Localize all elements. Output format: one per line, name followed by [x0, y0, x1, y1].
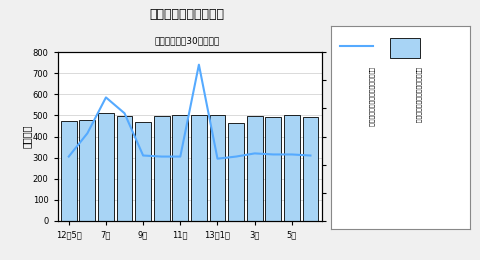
Text: 賃金と労働時間の推移: 賃金と労働時間の推移 [150, 8, 225, 21]
Text: 常用労働者１人平均総実労働時間数: 常用労働者１人平均総実労働時間数 [367, 67, 373, 127]
Bar [98, 113, 114, 221]
Bar [228, 124, 244, 221]
Bar [80, 120, 95, 221]
Bar [154, 116, 169, 221]
Bar [135, 122, 151, 221]
Bar [172, 115, 188, 221]
Bar [61, 121, 77, 221]
Text: 常用労働者１人平均現金給与総額: 常用労働者１人平均現金給与総額 [415, 67, 420, 123]
Bar [117, 116, 132, 221]
Bar [210, 115, 226, 221]
Bar [302, 118, 318, 221]
Bar [247, 116, 263, 221]
Text: （事業所規模30人以上）: （事業所規模30人以上） [155, 36, 220, 46]
Y-axis label: （時間）: （時間） [348, 125, 358, 148]
Bar [191, 115, 207, 221]
Bar [284, 115, 300, 221]
Bar [390, 38, 420, 58]
Bar [265, 118, 281, 221]
Y-axis label: （千円）: （千円） [21, 125, 31, 148]
